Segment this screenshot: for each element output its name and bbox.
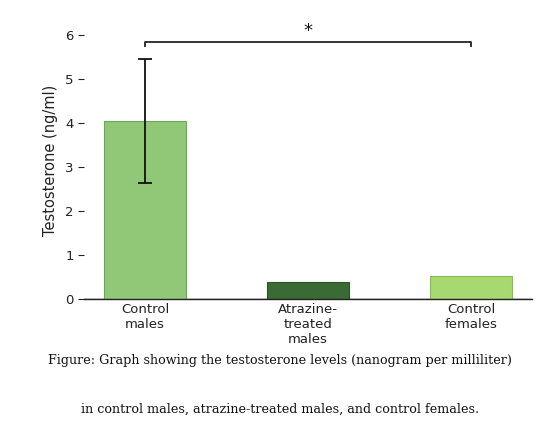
Text: in control males, atrazine-treated males, and control females.: in control males, atrazine-treated males… bbox=[81, 403, 479, 416]
Bar bbox=[267, 282, 349, 299]
Bar bbox=[104, 121, 186, 299]
Text: *: * bbox=[304, 22, 312, 40]
Y-axis label: Testosterone (ng/ml): Testosterone (ng/ml) bbox=[43, 85, 58, 236]
Text: Figure: Graph showing the testosterone levels (nanogram per milliliter): Figure: Graph showing the testosterone l… bbox=[48, 354, 512, 367]
Bar bbox=[430, 276, 512, 299]
